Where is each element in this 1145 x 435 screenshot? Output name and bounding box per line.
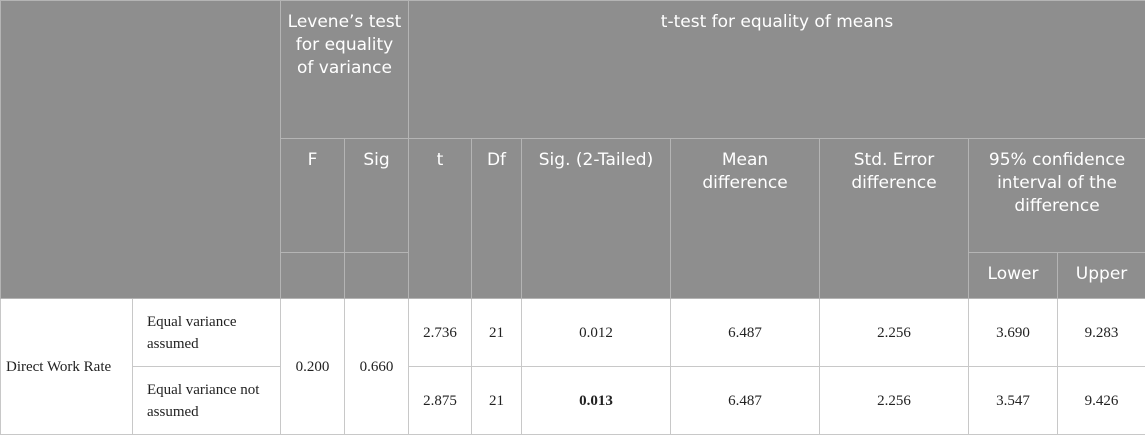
empty-header-cell [281,253,345,299]
header-cell: Lower [969,253,1058,299]
cell: 9.426 [1058,367,1145,435]
row-label: Equal variance assumed [133,299,281,367]
cell: 6.487 [671,367,820,435]
header-cell: t-test for equality of means [409,1,1145,139]
cell: 2.256 [820,299,969,367]
cell: 9.283 [1058,299,1145,367]
variable-cell: Direct Work Rate [1,299,133,435]
header-cell: Sig. (2-Tailed) [522,139,671,299]
header-cell: 95% confidence interval of the differenc… [969,139,1145,253]
cell: 6.487 [671,299,820,367]
empty-header-cell [345,253,409,299]
cell: 0.200 [281,299,345,435]
header-cell: Sig [345,139,409,253]
cell: 21 [472,299,522,367]
cell: 0.660 [345,299,409,435]
cell: 0.013 [522,367,671,435]
header-cell: Mean difference [671,139,820,299]
header-cell: Df [472,139,522,299]
cell: 3.690 [969,299,1058,367]
cell: 21 [472,367,522,435]
header-cell: t [409,139,472,299]
cell: 2.256 [820,367,969,435]
cell: 0.012 [522,299,671,367]
header-cell: Upper [1058,253,1145,299]
header-cell: Std. Error difference [820,139,969,299]
header-cell: Levene’s test for equality of variance [281,1,409,139]
row-label: Equal variance not assumed [133,367,281,435]
cell: 2.875 [409,367,472,435]
cell: 3.547 [969,367,1058,435]
corner-cell [1,1,281,299]
header-cell: F [281,139,345,253]
cell: 2.736 [409,299,472,367]
